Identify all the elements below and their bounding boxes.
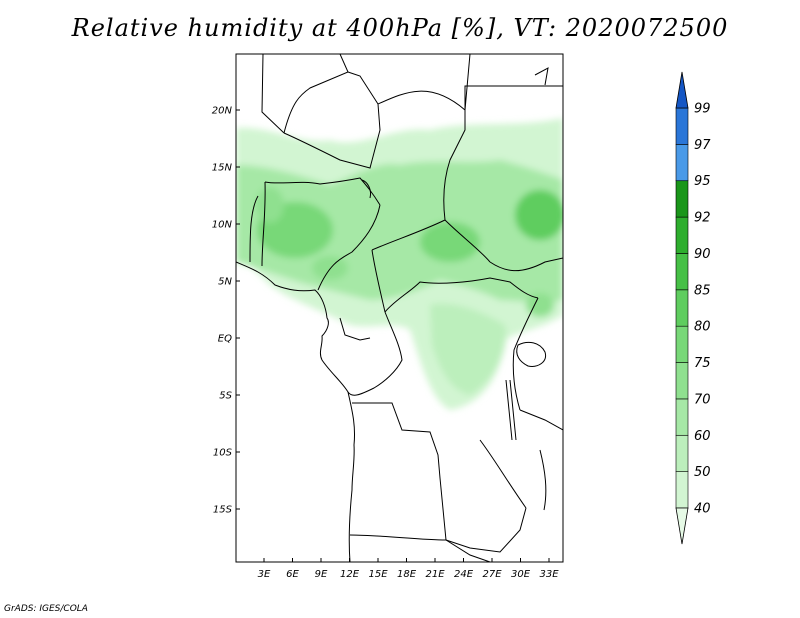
colorbar-bin	[675, 253, 689, 291]
grads-credit: GrADS: IGES/COLA	[4, 604, 88, 614]
colorbar-bin	[675, 180, 689, 218]
lat-label: 10N	[212, 220, 233, 231]
border-tanzania	[519, 409, 563, 431]
lon-label: 30E	[511, 569, 531, 580]
colorbar-bin	[675, 471, 689, 509]
colorbar-bin	[675, 289, 689, 327]
colorbar-high-arrow	[675, 71, 689, 109]
border-egypt-sudan	[464, 85, 563, 110]
humidity-core-north	[256, 187, 284, 223]
map-boundaries	[236, 54, 563, 562]
humidity-shading	[236, 118, 563, 410]
border-car-south	[384, 277, 539, 313]
coastline-west-africa	[236, 261, 355, 562]
border-drc-uganda	[512, 297, 539, 411]
lat-label: 15N	[212, 163, 233, 174]
humidity-core-center	[420, 222, 480, 262]
colorbar-label: 80	[694, 320, 711, 335]
lon-label: 3E	[258, 569, 271, 580]
colorbar-bin	[675, 216, 689, 254]
lat-label: 5S	[219, 391, 232, 402]
border-nigeria-cameroon	[317, 204, 381, 291]
humidity-core-east	[515, 190, 563, 240]
border-gabon-congo	[339, 317, 371, 341]
lat-label: 15S	[213, 505, 233, 516]
colorbar-label: 99	[694, 102, 711, 117]
lon-label: 6E	[286, 569, 299, 580]
border-chad-sudan	[443, 110, 466, 221]
border-sahara-1	[261, 54, 285, 134]
colorbar-bin	[675, 144, 689, 182]
lake-victoria	[516, 341, 547, 367]
border-libya-chad	[377, 54, 471, 112]
lon-label: 12E	[340, 569, 360, 580]
humidity-band-south	[430, 303, 506, 395]
border-sahara-2	[283, 54, 349, 134]
colorbar-bin	[675, 107, 689, 145]
lake-chad	[361, 179, 371, 199]
lat-label: 10S	[213, 448, 233, 459]
lon-label: 9E	[315, 569, 328, 580]
latitude-axis: 20N 15N 10N 5N EQ 5S 10S 15S	[212, 106, 240, 516]
colorbar-label: 95	[694, 174, 711, 189]
lat-label: 20N	[212, 106, 233, 117]
nile-coast	[534, 67, 549, 86]
colorbar-label: 60	[694, 429, 711, 444]
lat-label: 5N	[218, 277, 232, 288]
border-chad-car	[371, 219, 491, 263]
longitude-axis: 3E 6E 9E 12E 15E 18E 21E 24E 27E 30E 33E	[258, 558, 559, 580]
border-algeria-niger	[283, 71, 381, 169]
humidity-core-lake	[526, 293, 554, 317]
lon-label: 33E	[539, 569, 559, 580]
border-ghana-togo	[249, 195, 259, 263]
colorbar-bin	[675, 434, 689, 472]
border-congo-drc	[347, 311, 403, 396]
colorbar-bin	[675, 325, 689, 363]
colorbar-bin	[675, 398, 689, 436]
colorbar-label: 50	[694, 465, 711, 480]
lon-label: 21E	[425, 569, 445, 580]
colorbar-low-arrow	[675, 507, 689, 545]
border-benin-nigeria	[261, 181, 266, 267]
lon-label: 27E	[482, 569, 502, 580]
border-nigeria-niger	[264, 177, 381, 206]
lon-label: 24E	[454, 569, 474, 580]
border-angola-drc	[352, 402, 441, 479]
lake-malawi	[539, 449, 547, 511]
colorbar-bin	[675, 362, 689, 400]
humidity-core-coast	[312, 256, 348, 280]
lon-label: 15E	[368, 569, 388, 580]
colorbar-label: 97	[694, 138, 711, 153]
colorbar-label: 92	[694, 211, 711, 226]
colorbar-label: 90	[694, 247, 711, 262]
border-sudan-south-sudan	[489, 257, 563, 272]
border-angola-zambia	[439, 477, 527, 553]
border-zambia-drc	[479, 439, 527, 509]
colorbar: 40 50 60 70 75 80 85 90 92 95 97 99	[675, 71, 711, 545]
lake-tanganyika	[505, 379, 517, 441]
border-botswana	[445, 539, 491, 562]
colorbar-label: 85	[694, 283, 711, 298]
colorbar-label: 40	[694, 502, 711, 517]
lat-label: EQ	[218, 334, 232, 345]
chart-title: Relative humidity at 400hPa [%], VT: 202…	[71, 14, 729, 42]
colorbar-label: 70	[694, 392, 711, 407]
map-frame	[235, 53, 564, 563]
border-namibia	[349, 534, 447, 541]
colorbar-label: 75	[694, 356, 711, 371]
lon-label: 18E	[397, 569, 417, 580]
border-cameroon-car	[371, 249, 386, 313]
